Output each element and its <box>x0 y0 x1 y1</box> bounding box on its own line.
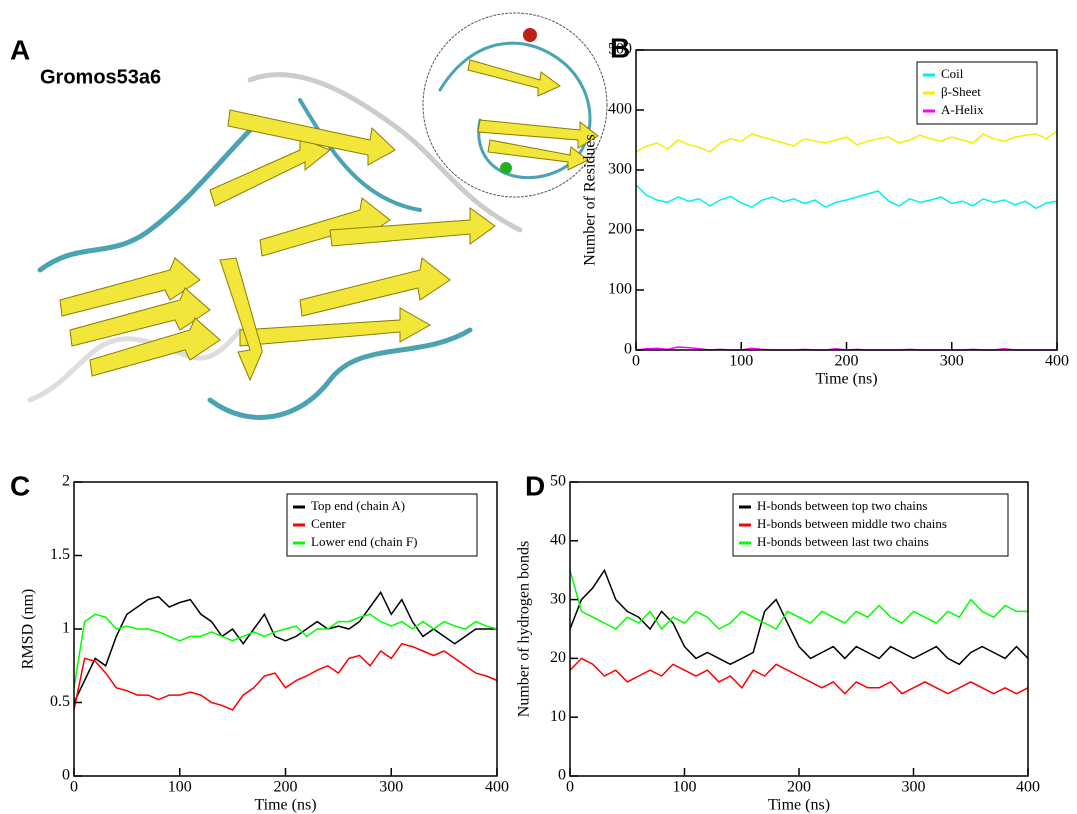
x-tick-label: 400 <box>485 779 509 796</box>
y-tick-label: 30 <box>550 590 566 607</box>
x-tick-label: 200 <box>787 779 811 796</box>
legend-box <box>732 493 1009 557</box>
panel-label: C <box>10 470 30 501</box>
x-axis-label: Time (ns) <box>815 371 877 388</box>
legend-label: Lower end (chain F) <box>311 534 418 549</box>
x-tick-label: 300 <box>940 353 964 370</box>
y-tick-label: 1 <box>62 620 70 637</box>
legend-label: Coil <box>941 66 964 81</box>
legend-label: H-bonds between top two chains <box>757 498 927 513</box>
legend-label: H-bonds between middle two chains <box>757 516 947 531</box>
y-tick-label: 0 <box>62 767 70 784</box>
series-line <box>73 642 498 711</box>
y-tick-label: 50 <box>550 473 566 490</box>
y-tick-label: 40 <box>550 531 566 548</box>
x-tick-label: 100 <box>168 779 192 796</box>
panel-label: A <box>10 34 30 65</box>
legend-label: Top end (chain A) <box>311 498 405 513</box>
y-tick-label: 300 <box>608 161 632 178</box>
x-tick-label: 100 <box>673 779 697 796</box>
x-tick-label: 300 <box>902 779 926 796</box>
x-axis-label: Time (ns) <box>254 797 316 814</box>
y-tick-label: 0 <box>624 341 632 358</box>
series-line <box>569 569 1028 631</box>
structure-label: Gromos53a6 <box>40 66 161 88</box>
legend-box <box>916 61 1038 125</box>
x-tick-label: 200 <box>274 779 298 796</box>
y-tick-label: 10 <box>550 708 566 725</box>
y-tick-label: 20 <box>550 649 566 666</box>
series-line <box>73 590 497 703</box>
series-line <box>569 657 1029 695</box>
y-tick-label: 200 <box>608 221 632 238</box>
y-tick-label: 0.5 <box>50 693 70 710</box>
x-tick-label: 0 <box>566 779 574 796</box>
x-tick-label: 400 <box>1016 779 1040 796</box>
series-line <box>569 568 1029 666</box>
y-axis-label: RMSD (nm) <box>20 589 37 669</box>
panel-label: D <box>525 470 545 501</box>
x-tick-label: 0 <box>632 353 640 370</box>
x-tick-label: 100 <box>729 353 753 370</box>
legend-label: H-bonds between last two chains <box>757 534 929 549</box>
legend-label: β-Sheet <box>941 84 981 99</box>
x-axis-label: Time (ns) <box>768 797 830 814</box>
x-tick-label: 300 <box>379 779 403 796</box>
series-line <box>73 613 498 688</box>
protein-structure <box>27 12 608 420</box>
y-tick-label: 400 <box>608 101 632 118</box>
x-tick-label: 200 <box>835 353 859 370</box>
y-tick-label: 500 <box>608 41 632 58</box>
legend-label: Center <box>311 516 346 531</box>
legend-box <box>286 493 478 557</box>
x-tick-label: 0 <box>70 779 78 796</box>
series-line <box>635 184 1058 210</box>
y-axis-label: Number of Residues <box>582 134 599 266</box>
panel-label: B <box>610 32 630 63</box>
y-tick-label: 2 <box>62 473 70 490</box>
legend-label: A-Helix <box>941 102 984 117</box>
series-line <box>635 130 1058 153</box>
x-tick-label: 400 <box>1045 353 1069 370</box>
y-tick-label: 0 <box>558 767 566 784</box>
y-axis-label: Number of hydrogen bonds <box>516 541 533 717</box>
y-tick-label: 1.5 <box>50 546 70 563</box>
y-tick-label: 100 <box>608 281 632 298</box>
